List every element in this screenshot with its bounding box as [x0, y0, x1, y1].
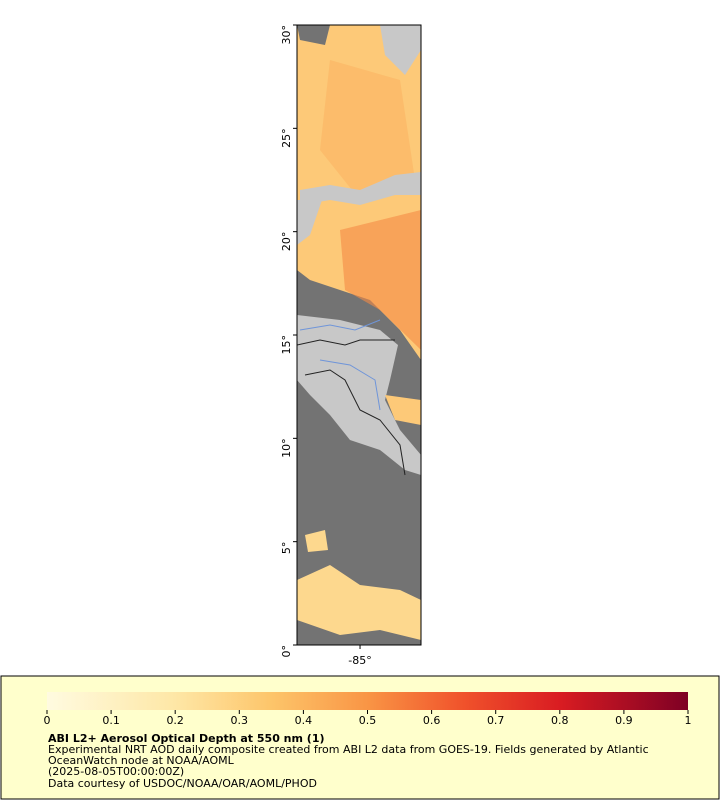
y-tick-label: 20° — [280, 232, 293, 252]
legend-line: Experimental NRT AOD daily composite cre… — [48, 743, 649, 756]
map-image — [297, 25, 421, 645]
colorbar-tick-label: 1 — [685, 714, 692, 727]
colorbar-tick-label: 0.4 — [295, 714, 313, 727]
y-tick-label: 5° — [280, 542, 293, 555]
colorbar — [47, 692, 688, 710]
colorbar-tick-label: 0.1 — [102, 714, 120, 727]
legend-title: ABI L2+ Aerosol Optical Depth at 550 nm … — [48, 732, 325, 745]
y-tick-label: 25° — [280, 128, 293, 148]
legend-line: Data courtesy of USDOC/NOAA/OAR/AOML/PHO… — [48, 777, 317, 790]
colorbar-tick-label: 0.5 — [359, 714, 377, 727]
legend-line: OceanWatch node at NOAA/AOML — [48, 754, 235, 767]
colorbar-tick-label: 0.7 — [487, 714, 505, 727]
y-tick-label: 30° — [280, 25, 293, 45]
colorbar-tick-label: 0.3 — [231, 714, 249, 727]
y-tick-label: 10° — [280, 438, 293, 458]
colorbar-tick-label: 0 — [44, 714, 51, 727]
y-tick-label: 15° — [280, 335, 293, 355]
y-tick-label: 0° — [280, 645, 293, 658]
colorbar-tick-label: 0.6 — [423, 714, 441, 727]
legend-line: (2025-08-05T00:00:00Z) — [48, 765, 184, 778]
colorbar-tick-label: 0.8 — [551, 714, 569, 727]
colorbar-tick-label: 0.2 — [166, 714, 184, 727]
x-tick-label: -85° — [348, 654, 371, 667]
colorbar-tick-label: 0.9 — [615, 714, 633, 727]
